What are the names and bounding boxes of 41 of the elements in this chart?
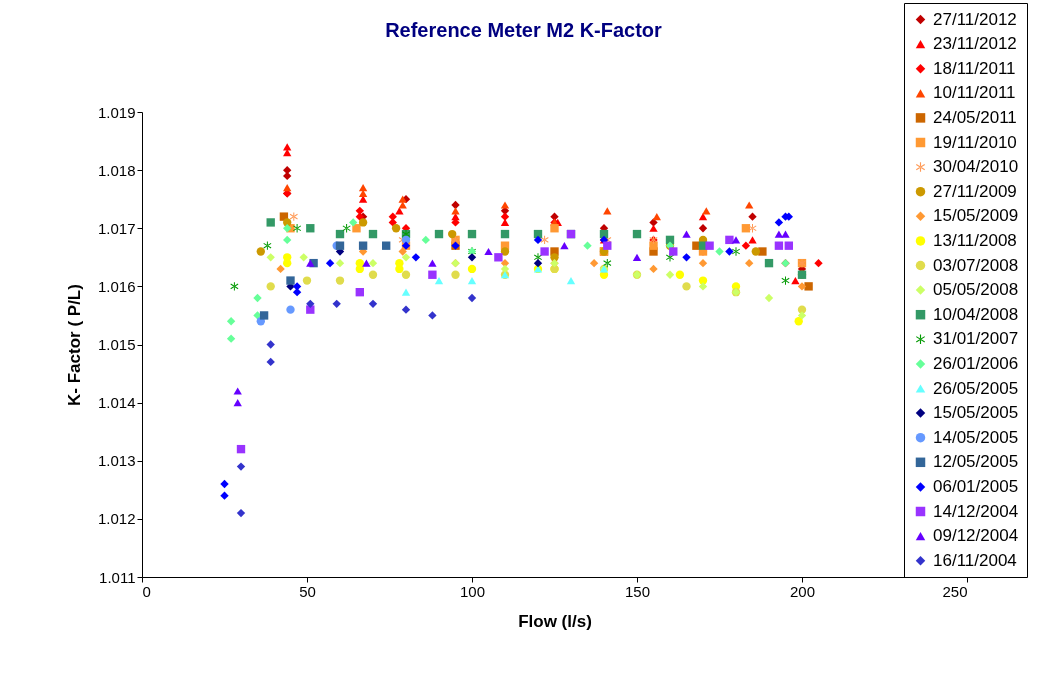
legend-label: 15/05/2009	[933, 206, 1019, 226]
x-tick-label: 50	[299, 582, 316, 600]
legend-label: 13/11/2008	[933, 230, 1017, 250]
legend-label: 26/05/2005	[933, 378, 1019, 398]
legend-label: 15/05/2005	[933, 403, 1019, 423]
x-tick-label: 200	[789, 582, 816, 600]
legend-label: 14/12/2004	[933, 501, 1019, 521]
y-tick-label: 1.017	[97, 219, 136, 237]
y-tick-label: 1.014	[97, 394, 136, 412]
y-tick-label: 1.015	[97, 336, 136, 353]
legend-label: 19/11/2010	[933, 132, 1017, 152]
y-axis-title: K- Factor ( P/L)	[64, 284, 84, 406]
y-tick-label: 1.011	[99, 568, 136, 586]
legend-label: 16/11/2004	[933, 550, 1017, 570]
legend-label: 12/05/2005	[933, 452, 1019, 472]
legend-label: 06/01/2005	[933, 476, 1019, 496]
legend-label: 10/04/2008	[933, 304, 1019, 324]
legend-label: 10/11/2011	[933, 83, 1016, 103]
legend-label: 05/05/2008	[933, 280, 1019, 300]
y-tick-label: 1.012	[97, 510, 136, 528]
legend-label: 03/07/2008	[933, 255, 1019, 275]
legend-label: 24/05/2011	[933, 107, 1017, 127]
legend-label: 30/04/2010	[933, 157, 1019, 177]
x-tick-label: 150	[624, 582, 651, 600]
legend-label: 14/05/2005	[933, 427, 1019, 447]
legend-label: 18/11/2011	[933, 58, 1016, 78]
x-tick-label: 0	[142, 582, 151, 600]
x-tick-label: 250	[942, 582, 968, 600]
y-tick-label: 1.019	[97, 103, 136, 121]
y-tick-label: 1.016	[97, 277, 136, 295]
x-tick-label: 100	[459, 582, 486, 600]
legend-label: 31/01/2007	[933, 329, 1019, 349]
y-tick-label: 1.013	[97, 452, 136, 470]
x-axis-title: Flow (l/s)	[518, 611, 592, 631]
chart-title: Reference Meter M2 K-Factor	[385, 18, 663, 41]
legend-label: 09/12/2004	[933, 526, 1019, 546]
legend-label: 27/11/2009	[933, 181, 1017, 201]
legend-label: 23/11/2012	[933, 34, 1017, 54]
y-tick-label: 1.018	[97, 161, 136, 179]
legend-label: 27/11/2012	[933, 9, 1017, 29]
legend-label: 26/01/2006	[933, 353, 1019, 373]
